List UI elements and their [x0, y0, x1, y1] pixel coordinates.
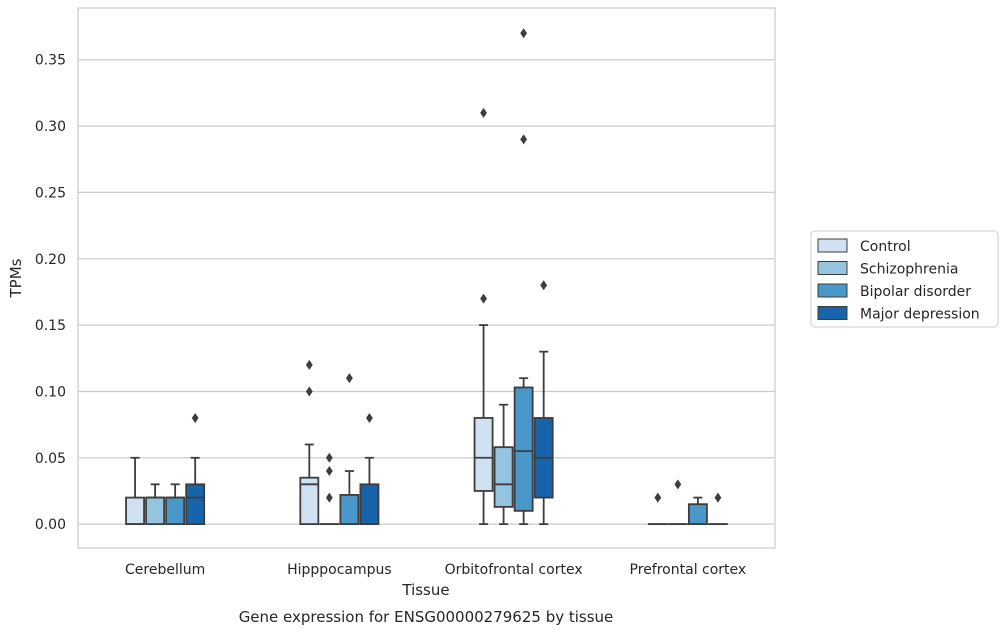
- outlier-point: [325, 452, 333, 463]
- outlier-point: [305, 386, 313, 397]
- box-schizophrenia: [493, 403, 514, 526]
- box-iqr: [125, 496, 145, 526]
- x-tick-label: Orbitofrontal cortex: [445, 562, 583, 578]
- box-schizophrenia: [145, 483, 166, 526]
- box-iqr: [473, 417, 494, 492]
- box-major-depression: [708, 492, 728, 526]
- y-tick-label: 0.00: [35, 517, 66, 533]
- box-control: [299, 359, 320, 526]
- y-tick-label: 0.35: [35, 53, 66, 69]
- box-iqr: [513, 386, 534, 512]
- outlier-point: [654, 492, 662, 503]
- y-tick-label: 0.15: [35, 318, 66, 334]
- box-plots: [125, 28, 728, 526]
- legend-label: Bipolar disorder: [860, 284, 971, 300]
- box-iqr: [687, 503, 708, 526]
- box-iqr: [299, 476, 320, 526]
- y-tick-label: 0.10: [35, 384, 66, 400]
- x-axis-label: Tissue: [401, 581, 449, 599]
- outlier-point: [520, 28, 528, 39]
- y-tick-label: 0.05: [35, 451, 66, 467]
- legend-frame: [810, 230, 999, 328]
- outlier-point: [325, 492, 333, 503]
- legend: Control Schizophrenia Bipolar disorder Majo…: [810, 230, 999, 328]
- box-iqr: [339, 494, 360, 526]
- outlier-point: [674, 479, 682, 490]
- box-control: [125, 456, 145, 526]
- outlier-point: [520, 134, 528, 145]
- x-tick-label: Prefrontal cortex: [630, 562, 747, 578]
- legend-swatch: [817, 283, 848, 298]
- y-tick-label: 0.30: [35, 119, 66, 135]
- legend-swatch: [817, 238, 848, 253]
- box-iqr: [145, 496, 166, 526]
- outlier-point: [191, 412, 199, 423]
- chart-title: Gene expression for ENSG00000279625 by t…: [239, 608, 614, 626]
- x-tick-labels: Cerebellum Hipppocampus Orbitofrontal cort…: [125, 562, 746, 578]
- box-iqr: [165, 496, 186, 526]
- outlier-point: [480, 293, 487, 304]
- legend-label: Schizophrenia: [860, 262, 958, 278]
- legend-swatch: [817, 261, 848, 275]
- legend-label: Control: [860, 239, 911, 255]
- outlier-point: [345, 373, 353, 384]
- box-iqr: [185, 483, 206, 526]
- outlier-point: [714, 492, 722, 503]
- box-iqr: [359, 483, 380, 526]
- box-control: [473, 107, 494, 526]
- y-tick-label: 0.20: [35, 252, 66, 268]
- box-bipolar-disorder: [339, 373, 360, 526]
- outlier-point: [480, 107, 487, 118]
- box-major-depression: [185, 412, 206, 526]
- outlier-point: [325, 466, 333, 477]
- legend-swatch: [817, 306, 848, 320]
- outlier-point: [540, 280, 548, 291]
- box-schizophrenia: [667, 479, 688, 526]
- box-iqr: [493, 446, 514, 508]
- y-tick-label: 0.25: [35, 185, 66, 201]
- box-schizophrenia: [319, 452, 340, 526]
- box-bipolar-disorder: [165, 483, 186, 526]
- outlier-point: [366, 412, 373, 423]
- box-major-depression: [533, 280, 554, 526]
- x-tick-label: Cerebellum: [125, 562, 205, 578]
- box-bipolar-disorder: [513, 28, 534, 526]
- box-bipolar-disorder: [687, 496, 708, 526]
- y-axis-label: TPMs: [7, 258, 25, 298]
- outlier-point: [305, 359, 313, 370]
- y-tick-labels: 0.00 0.05 0.10 0.15 0.20 0.25 0.30 0.35: [35, 53, 66, 533]
- legend-label: Major depression: [860, 307, 980, 323]
- x-tick-label: Hipppocampus: [287, 562, 392, 578]
- box-control: [647, 492, 668, 526]
- plot-frame: [77, 7, 776, 549]
- grid-lines: [78, 59, 775, 525]
- box-major-depression: [359, 412, 380, 526]
